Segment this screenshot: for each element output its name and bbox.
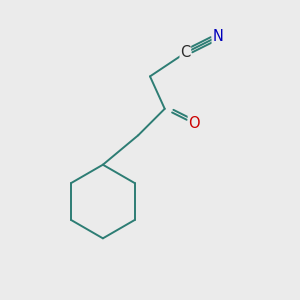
Text: N: N [212,29,223,44]
Text: O: O [188,116,200,131]
Text: C: C [180,45,190,60]
